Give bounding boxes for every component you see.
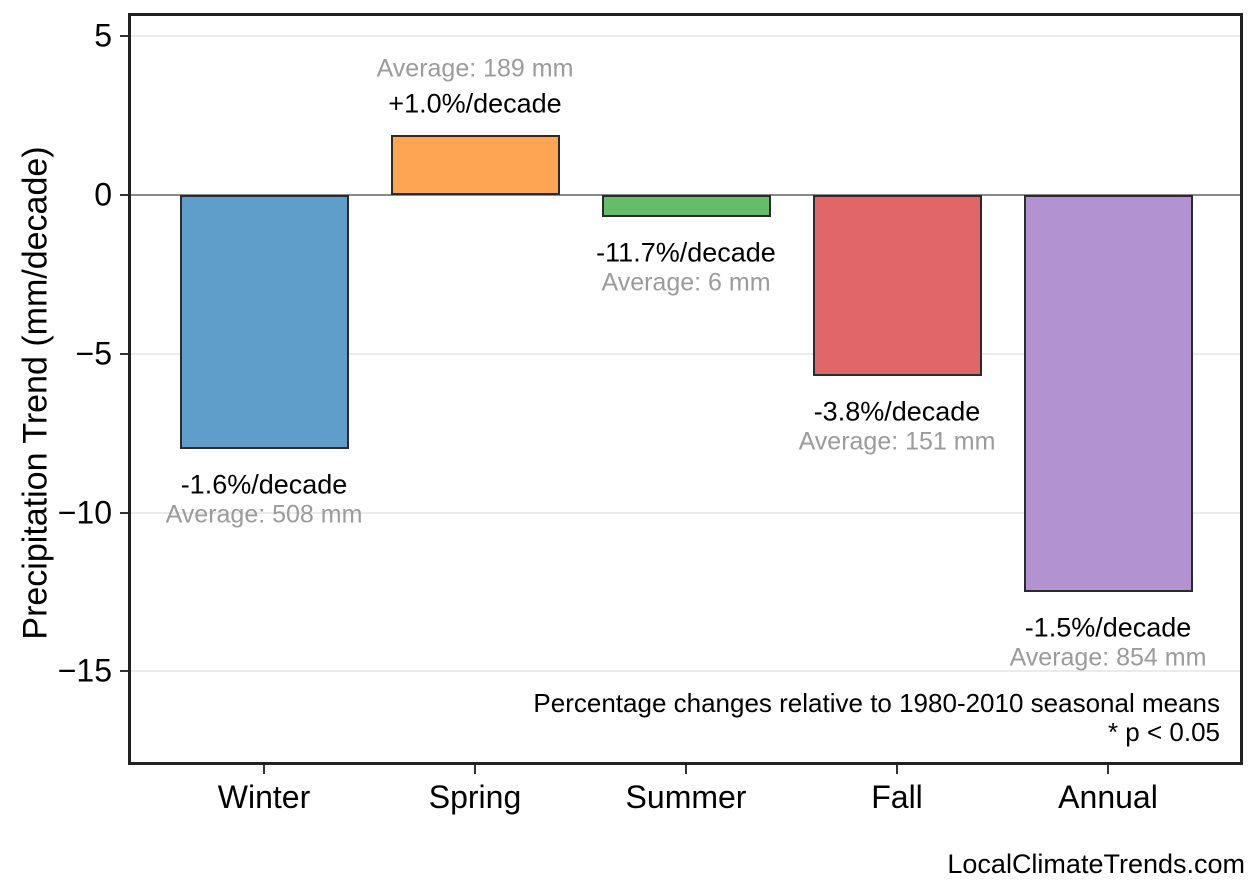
x-tick-mark [896,765,898,774]
trend-label-winter: -1.6%/decade [180,469,348,500]
y-tick-mark [120,194,128,196]
trend-label-spring: +1.0%/decade [388,88,562,119]
x-tick-label-fall: Fall [871,779,923,815]
y-tick-mark [120,511,128,514]
y-tick-label: 0 [94,176,112,213]
bar-annual [1023,195,1193,592]
x-tick-label-spring: Spring [428,779,522,815]
bar-spring [390,134,560,195]
average-label-annual: Average: 854 mm [1009,643,1207,672]
x-tick-mark [1107,765,1109,774]
trend-label-summer: -11.7%/decade [596,237,776,268]
bar-fall [812,195,982,376]
trend-label-annual: -1.5%/decade [1024,612,1192,643]
y-tick-label: −5 [75,335,112,372]
trend-label-fall: -3.8%/decade [813,396,981,427]
y-tick-label: −15 [57,652,112,689]
y-axis-title: Precipitation Trend (mm/decade) [16,146,55,640]
x-tick-label-annual: Annual [1058,779,1158,815]
average-label-summer: Average: 6 mm [601,268,771,297]
average-label-winter: Average: 508 mm [165,500,363,529]
x-tick-mark [474,765,476,774]
x-tick-mark [263,765,265,774]
footnote-line-1: Percentage changes relative to 1980-2010… [533,688,1220,718]
gridline-y-5 [131,35,1240,38]
x-tick-mark [685,765,687,774]
y-tick-label: 5 [94,17,112,54]
x-tick-label-winter: Winter [217,779,311,815]
bar-summer [601,195,771,218]
gridline-y--15 [131,670,1240,673]
average-label-spring: Average: 189 mm [376,54,574,83]
gridline-y--5 [131,352,1240,355]
footnote-line-2: * p < 0.05 [1107,717,1220,747]
y-tick-mark [120,35,128,38]
y-tick-mark [120,670,128,673]
gridline-y--10 [131,511,1240,514]
average-label-fall: Average: 151 mm [798,427,996,456]
x-tick-label-summer: Summer [625,779,747,815]
chart-footnote: Percentage changes relative to 1980-2010… [533,689,1220,747]
y-tick-mark [120,352,128,355]
bar-winter [179,195,349,449]
watermark: LocalClimateTrends.com [947,849,1245,879]
y-tick-label: −10 [57,494,112,530]
